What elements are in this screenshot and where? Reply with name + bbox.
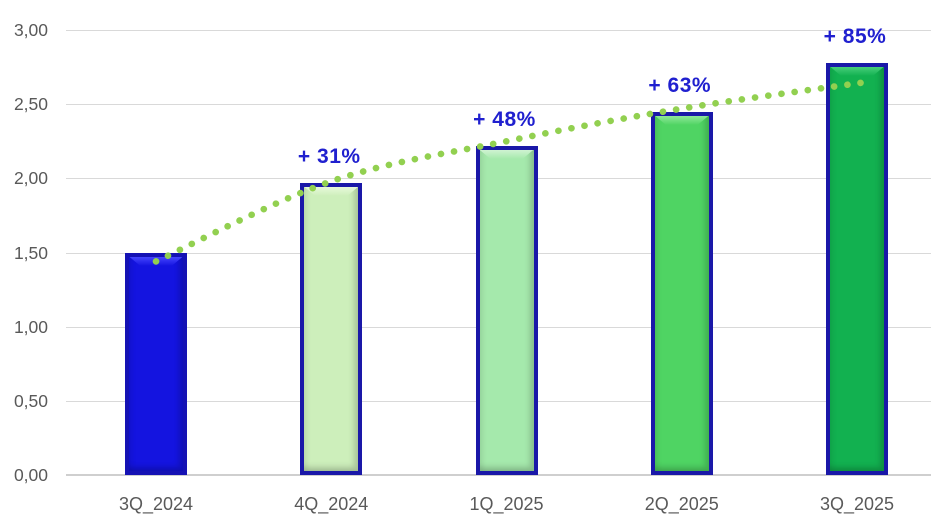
x-tick-label: 1Q_2025: [469, 494, 544, 514]
y-tick-label: 3,00: [13, 20, 48, 40]
bar-bevel-highlight: [129, 256, 183, 266]
gridline: [66, 30, 931, 31]
bar-bevel-highlight: [654, 115, 709, 125]
bar-bevel-highlight: [479, 149, 534, 159]
y-tick-label: 1,00: [13, 316, 48, 337]
percent-growth-label: + 48%: [473, 107, 536, 131]
x-tick-label: 3Q_2025: [819, 494, 895, 514]
percent-growth-label: + 31%: [297, 144, 361, 168]
x-tick-label: 3Q_2024: [118, 494, 194, 514]
y-tick-label: 2,50: [13, 94, 48, 115]
x-tick-label: 2Q_2025: [644, 494, 719, 514]
bar-4Q_2024: [300, 182, 363, 475]
percent-growth-label: + 63%: [648, 73, 712, 97]
y-tick-label: 2,00: [13, 168, 48, 189]
bar-3Q_2024: [125, 252, 187, 475]
y-tick-label: 0,50: [13, 390, 48, 411]
bar-1Q_2025: [475, 145, 538, 475]
gridline: [66, 104, 931, 106]
percent-growth-label: + 85%: [823, 24, 887, 48]
y-tick-label: 0,00: [13, 465, 48, 485]
bar-bevel-highlight: [304, 186, 359, 196]
bar-3Q_2025: [826, 62, 888, 475]
bar-2Q_2025: [650, 111, 713, 475]
bar-bevel-highlight: [830, 66, 884, 76]
gridline: [66, 474, 931, 476]
x-tick-label: 4Q_2024: [294, 494, 369, 514]
y-tick-label: 1,50: [13, 242, 48, 263]
